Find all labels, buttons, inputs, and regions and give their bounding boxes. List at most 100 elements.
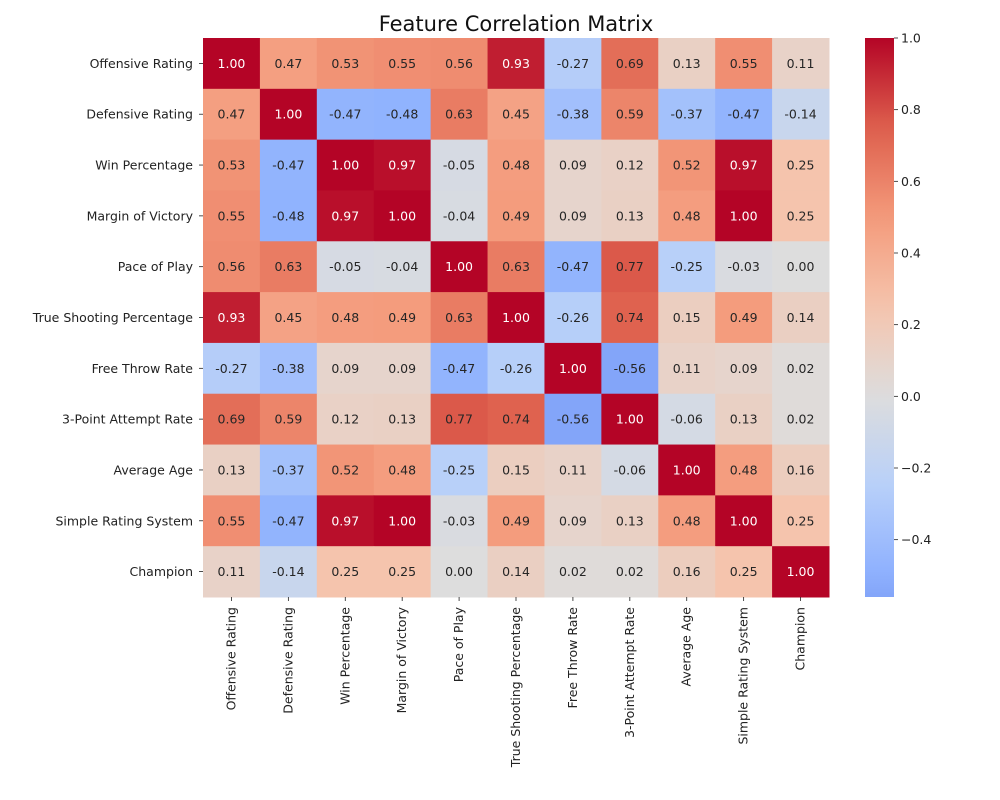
cell-value-label: 0.59 [274,412,302,427]
heatmap-cell [430,139,489,191]
cell-value-label: 1.00 [787,564,815,579]
cell-value-label: 0.55 [730,56,758,71]
heatmap-cell [658,190,716,242]
colorbar-ticks: 1.0 0.8 0.6 0.4 0.2 0.0 −0.2 −0.4 [894,31,931,547]
cell-value-label: 0.63 [445,107,473,122]
cell-value-label: 0.15 [502,462,530,477]
heatmap-cell [544,393,602,446]
cell-value-label: 0.53 [331,56,359,71]
cell-value-label: 0.97 [730,158,758,173]
cell-value-label: 0.56 [218,259,246,274]
heatmap-cell [430,292,489,344]
heatmap-cell [316,190,375,242]
cell-value-label: 0.09 [559,513,587,528]
x-tick-label: Margin of Victory [394,606,409,713]
heatmap-cell [316,38,375,90]
heatmap-cell [203,38,261,90]
cell-value-label: 0.09 [388,361,416,376]
cell-value-label: 0.52 [331,462,359,477]
cell-value-label: -0.47 [727,107,759,122]
cell-value-label: 1.00 [445,259,473,274]
cell-value-label: 0.45 [502,107,530,122]
cell-value-label: 1.00 [218,56,246,71]
cell-value-label: 1.00 [616,412,644,427]
cell-value-label: -0.14 [272,564,304,579]
colorbar: 1.0 0.8 0.6 0.4 0.2 0.0 −0.2 −0.4 [865,31,931,597]
cell-value-label: -0.48 [386,107,418,122]
cell-value-label: 0.48 [502,158,530,173]
cell-value-label: 0.09 [559,208,587,223]
y-tick-label: Simple Rating System [55,513,193,528]
cell-value-label: 0.09 [730,361,758,376]
cell-value-label: 0.63 [445,310,473,325]
cell-value-label: 1.00 [502,310,530,325]
cell-value-label: -0.37 [671,107,703,122]
cell-value-label: -0.03 [443,513,475,528]
x-tick-label: Defensive Rating [280,607,295,714]
cell-value-label: 0.93 [502,56,530,71]
heatmap-cell [544,241,602,293]
heatmap-cell [487,139,545,191]
y-tick-label: True Shooting Percentage [32,310,194,325]
heatmap-cell [544,38,602,90]
x-tick-label: Average Age [679,607,694,687]
heatmap-cell [772,495,830,547]
colorbar-tick-label: 0.6 [901,174,921,189]
cell-value-label: 0.13 [218,462,246,477]
cell-value-label: -0.05 [329,259,361,274]
cell-value-label: -0.38 [557,107,589,122]
heatmap-cell [259,190,318,242]
heatmap-cell [487,546,545,598]
colorbar-tick-label: 0.4 [901,246,921,261]
cell-value-label: 0.25 [787,208,815,223]
heatmap-cell [316,342,375,395]
heatmap-cell [430,393,489,446]
heatmap-cell [373,88,432,141]
cell-value-label: 0.11 [559,462,587,477]
cell-value-label: 0.02 [787,361,815,376]
heatmap-cell [601,495,659,547]
cell-value-label: -0.37 [272,462,304,477]
heatmap-cell [544,546,602,598]
cell-value-label: 0.55 [388,56,416,71]
cell-value-label: 0.69 [616,56,644,71]
heatmap-cell [316,495,375,547]
heatmap-cell [373,139,432,191]
x-tick-label: Simple Rating System [736,607,751,745]
heatmap-cell [203,88,261,141]
cell-value-label: 0.13 [616,513,644,528]
cell-value-label: 0.13 [388,412,416,427]
cell-value-label: 1.00 [274,107,302,122]
heatmap-cell [715,292,773,344]
cell-value-label: 0.48 [331,310,359,325]
heatmap-cell [544,292,602,344]
x-tick-labels: Offensive Rating Defensive Rating Win Perc… [223,597,808,768]
chart-title: Feature Correlation Matrix [379,12,654,36]
heatmap-cell [658,292,716,344]
heatmap-cell [772,444,830,496]
cell-value-label: 0.00 [787,259,815,274]
colorbar-tick-label: 1.0 [901,31,921,46]
cell-value-label: 1.00 [730,513,758,528]
cell-value-label: 0.25 [331,564,359,579]
heatmap-cell [772,342,830,395]
cell-value-label: 0.97 [331,513,359,528]
heatmap-cell [544,495,602,547]
heatmap-cell [373,342,432,395]
cell-value-label: -0.27 [557,56,589,71]
cell-value-label: 0.55 [218,513,246,528]
cell-value-label: -0.25 [443,462,475,477]
heatmap-cell [259,495,318,547]
heatmap-cell [203,292,261,344]
cell-value-label: 0.00 [445,564,473,579]
heatmap-cell [658,241,716,293]
heatmap-cell [259,546,318,598]
cell-value-label: 0.02 [616,564,644,579]
heatmap-cell [316,393,375,446]
heatmap-cell [601,444,659,496]
heatmap-cell [772,241,830,293]
cell-value-label: 0.47 [274,56,302,71]
heatmap-cell [601,342,659,395]
heatmap-cell [316,444,375,496]
